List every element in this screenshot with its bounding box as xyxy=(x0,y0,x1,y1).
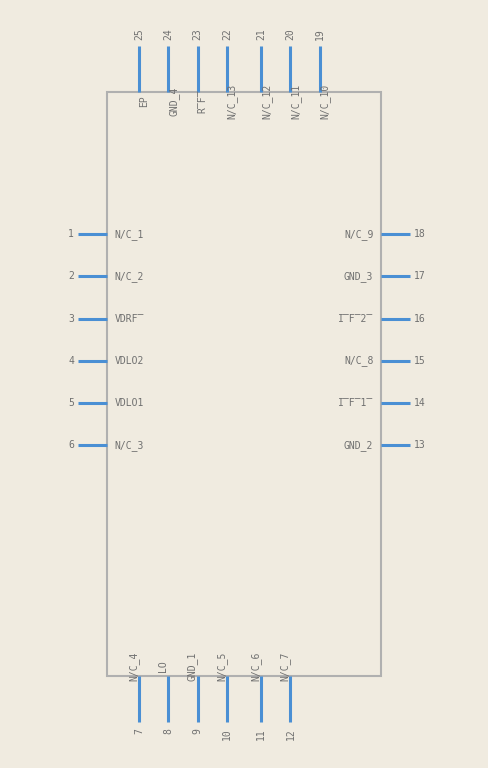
Text: 17: 17 xyxy=(414,271,426,282)
Text: 14: 14 xyxy=(414,398,426,409)
Text: N/C_11: N/C_11 xyxy=(290,84,301,119)
Text: I̅F̅2̅: I̅F̅2̅ xyxy=(338,313,373,324)
Text: VDLO2: VDLO2 xyxy=(115,356,144,366)
Text: 10: 10 xyxy=(222,728,232,740)
Text: 8: 8 xyxy=(163,728,173,734)
Text: 19: 19 xyxy=(315,28,325,40)
Text: 7: 7 xyxy=(134,728,144,734)
Text: N/C_4: N/C_4 xyxy=(128,652,139,681)
Text: 23: 23 xyxy=(193,28,203,40)
Text: 22: 22 xyxy=(222,28,232,40)
Text: VDLO1: VDLO1 xyxy=(115,398,144,409)
Text: GND_2: GND_2 xyxy=(344,440,373,451)
Text: 18: 18 xyxy=(414,229,426,240)
Text: 13: 13 xyxy=(414,440,426,451)
Text: N/C_9: N/C_9 xyxy=(344,229,373,240)
Text: 4: 4 xyxy=(68,356,74,366)
Text: N/C_13: N/C_13 xyxy=(227,84,238,119)
Text: 6: 6 xyxy=(68,440,74,451)
Text: 1: 1 xyxy=(68,229,74,240)
Text: 24: 24 xyxy=(163,28,173,40)
Text: 11: 11 xyxy=(256,728,266,740)
Text: N/C_1: N/C_1 xyxy=(115,229,144,240)
Text: GND_4: GND_4 xyxy=(168,87,179,116)
Text: 2: 2 xyxy=(68,271,74,282)
Text: N/C_10: N/C_10 xyxy=(320,84,330,119)
Text: 16: 16 xyxy=(414,313,426,324)
Text: VDRF̅: VDRF̅ xyxy=(115,313,144,324)
Text: R̅F̅: R̅F̅ xyxy=(198,90,207,113)
Text: N/C_6: N/C_6 xyxy=(250,652,261,681)
Text: EP: EP xyxy=(139,95,149,108)
Text: 3: 3 xyxy=(68,313,74,324)
Text: N/C_2: N/C_2 xyxy=(115,271,144,282)
Text: 15: 15 xyxy=(414,356,426,366)
Text: 5: 5 xyxy=(68,398,74,409)
Text: LO: LO xyxy=(159,660,168,673)
Text: N/C_3: N/C_3 xyxy=(115,440,144,451)
Text: GND_3: GND_3 xyxy=(344,271,373,282)
Text: 21: 21 xyxy=(256,28,266,40)
Bar xyxy=(107,92,381,676)
Text: N/C_5: N/C_5 xyxy=(216,652,227,681)
Text: 9: 9 xyxy=(193,728,203,734)
Text: N/C_8: N/C_8 xyxy=(344,356,373,366)
Text: I̅F̅1̅: I̅F̅1̅ xyxy=(338,398,373,409)
Text: 20: 20 xyxy=(285,28,295,40)
Text: 12: 12 xyxy=(285,728,295,740)
Text: N/C_7: N/C_7 xyxy=(280,652,290,681)
Text: 25: 25 xyxy=(134,28,144,40)
Text: GND_1: GND_1 xyxy=(187,652,198,681)
Text: N/C_12: N/C_12 xyxy=(261,84,272,119)
